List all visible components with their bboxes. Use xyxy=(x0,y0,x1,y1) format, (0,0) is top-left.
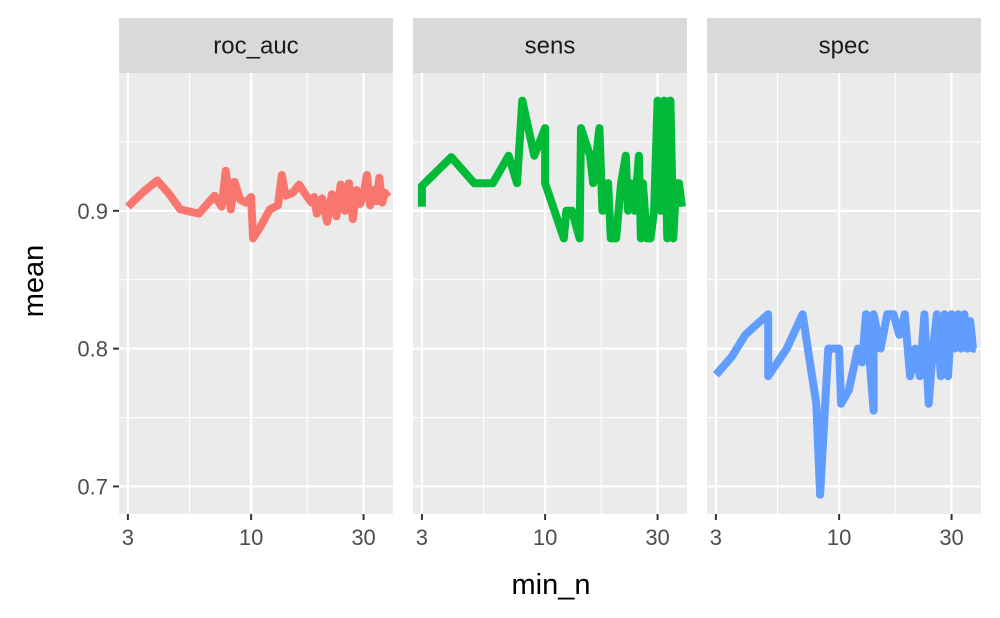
facet-panel-spec: spec xyxy=(707,18,981,514)
series-line-spec xyxy=(712,310,977,499)
facet-strip xyxy=(413,18,687,73)
x-tick-label: 10 xyxy=(533,525,557,550)
y-axis-title: mean xyxy=(18,245,50,318)
y-axis: 0.7 0.8 0.9 xyxy=(77,199,119,499)
facet-strip-label: roc_auc xyxy=(213,33,298,60)
panel-background xyxy=(413,73,687,514)
panel-background xyxy=(707,73,981,514)
y-tick-label: 0.7 xyxy=(77,474,108,499)
facet-strip-label: spec xyxy=(819,33,870,60)
series-line-roc_auc xyxy=(125,166,392,243)
x-tick-label: 10 xyxy=(827,525,851,550)
y-tick-label: 0.9 xyxy=(77,199,108,224)
facet-strip-label: sens xyxy=(525,33,576,60)
x-tick-label: 30 xyxy=(939,525,963,550)
series-line-sens xyxy=(417,96,686,243)
facet-panels: roc_auc sens spec xyxy=(119,18,981,514)
x-tick-label: 10 xyxy=(239,525,263,550)
facet-strip xyxy=(707,18,981,73)
x-tick-label: 3 xyxy=(416,525,428,550)
facet-panel-roc_auc: roc_auc xyxy=(119,18,393,514)
x-axis-roc_auc: 3 10 30 xyxy=(122,514,376,550)
facet-strip xyxy=(119,18,393,73)
x-tick-label: 30 xyxy=(645,525,669,550)
y-tick-label: 0.8 xyxy=(77,337,108,362)
x-tick-label: 3 xyxy=(122,525,134,550)
facet-panel-sens: sens xyxy=(413,18,687,514)
x-tick-label: 3 xyxy=(710,525,722,550)
x-axis-sens: 3 10 30 xyxy=(416,514,670,550)
x-axis-spec: 3 10 30 xyxy=(710,514,964,550)
x-axes: 3 10 30 3 10 30 3 10 30 xyxy=(122,514,964,550)
x-axis-title: min_n xyxy=(512,569,591,601)
panel-background xyxy=(119,73,393,514)
x-tick-label: 30 xyxy=(351,525,375,550)
